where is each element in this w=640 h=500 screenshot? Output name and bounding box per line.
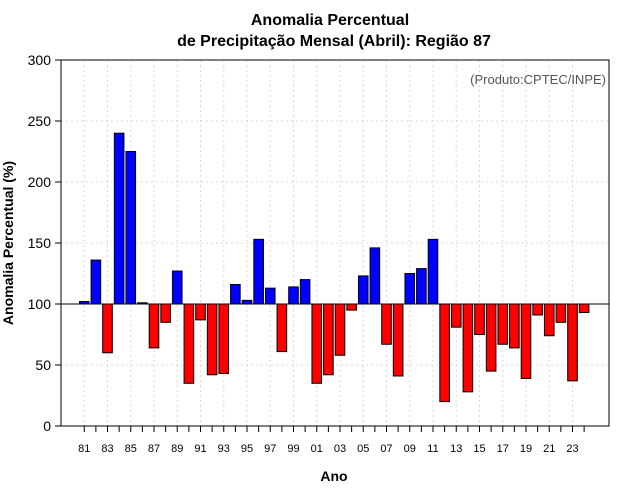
bar-12 (439, 303, 450, 403)
bar-06 (369, 247, 381, 305)
bar-98 (276, 303, 288, 353)
y-tick-label: 50 (35, 357, 51, 373)
bar-05 (357, 275, 369, 305)
bar-23 (567, 303, 578, 382)
bar-90 (183, 303, 195, 384)
y-tick-label: 100 (28, 296, 52, 312)
source-annotation: (Produto:CPTEC/INPE) (470, 72, 606, 87)
x-tick-label: 85 (125, 443, 137, 455)
x-tick-label: 15 (473, 443, 485, 455)
x-tick-label: 13 (450, 443, 462, 455)
bar-11 (427, 238, 439, 305)
bar-89 (171, 270, 183, 305)
bar-92 (206, 303, 218, 376)
bar-93 (218, 303, 230, 375)
x-tick-label: 09 (404, 443, 416, 455)
bar-09 (404, 273, 416, 305)
x-tick-label: 81 (78, 443, 90, 455)
bar-04 (346, 303, 357, 311)
x-tick-label: 01 (311, 443, 323, 455)
x-tick-label: 93 (218, 443, 230, 455)
bar-00 (299, 279, 311, 305)
bar-91 (195, 303, 206, 321)
bar-22 (555, 303, 567, 323)
bar-07 (381, 303, 392, 345)
bar-02 (323, 303, 334, 376)
x-tick-label: 89 (171, 443, 183, 455)
x-tick-label: 19 (520, 443, 532, 455)
bar-88 (160, 303, 171, 323)
x-axis: 81 83 85 87 89 91 93 95 97 99 01 03 05 07 09 11 13 15 17 19… (78, 426, 585, 455)
bar-96 (253, 238, 264, 305)
x-tick-label: 07 (380, 443, 392, 455)
bar-10 (416, 268, 427, 305)
x-tick-label: 23 (566, 443, 578, 455)
y-tick-label: 0 (43, 418, 51, 434)
y-tick-label: 200 (28, 174, 52, 190)
bar-19 (520, 303, 532, 379)
chart-title-line2: de Precipitação Mensal (Abril): Região 8… (177, 33, 491, 50)
bar-18 (509, 303, 520, 349)
bar-15 (474, 303, 485, 335)
x-tick-label: 95 (241, 443, 253, 455)
x-tick-label: 03 (334, 443, 346, 455)
y-axis: 0 50 100 150 200 250 300 (28, 52, 61, 434)
y-tick-label: 150 (28, 235, 52, 251)
bar-01 (311, 303, 323, 384)
bar-83 (102, 303, 113, 354)
bar-13 (450, 303, 462, 328)
x-tick-label: 97 (264, 443, 276, 455)
y-tick-label: 250 (28, 113, 52, 129)
bar-85 (125, 151, 137, 305)
bar-20 (532, 303, 543, 316)
x-tick-label: 21 (543, 443, 555, 455)
bar-82 (90, 259, 102, 305)
y-axis-label: Anomalia Percentual (%) (0, 161, 16, 325)
chart-title-line1: Anomalia Percentual (251, 12, 409, 29)
bar-14 (462, 303, 474, 393)
bar-21 (543, 303, 555, 337)
x-axis-label: Ano (320, 468, 347, 484)
bar-24 (578, 303, 590, 314)
bar-16 (485, 303, 497, 372)
x-tick-label: 11 (427, 443, 438, 455)
bar-08 (392, 303, 404, 377)
bar-03 (334, 303, 346, 356)
bar-84 (113, 132, 125, 305)
bar-17 (497, 303, 509, 345)
x-tick-label: 05 (357, 443, 369, 455)
bars (78, 132, 590, 403)
x-tick-label: 99 (287, 443, 299, 455)
bar-95 (241, 299, 253, 305)
x-tick-label: 83 (101, 443, 113, 455)
bar-97 (264, 287, 276, 305)
x-tick-label: 17 (497, 443, 509, 455)
y-tick-label: 300 (28, 52, 52, 68)
bar-94 (230, 283, 241, 305)
bar-87 (148, 303, 160, 349)
x-tick-label: 91 (194, 443, 206, 455)
x-tick-label: 87 (148, 443, 160, 455)
bar-99 (288, 286, 299, 305)
